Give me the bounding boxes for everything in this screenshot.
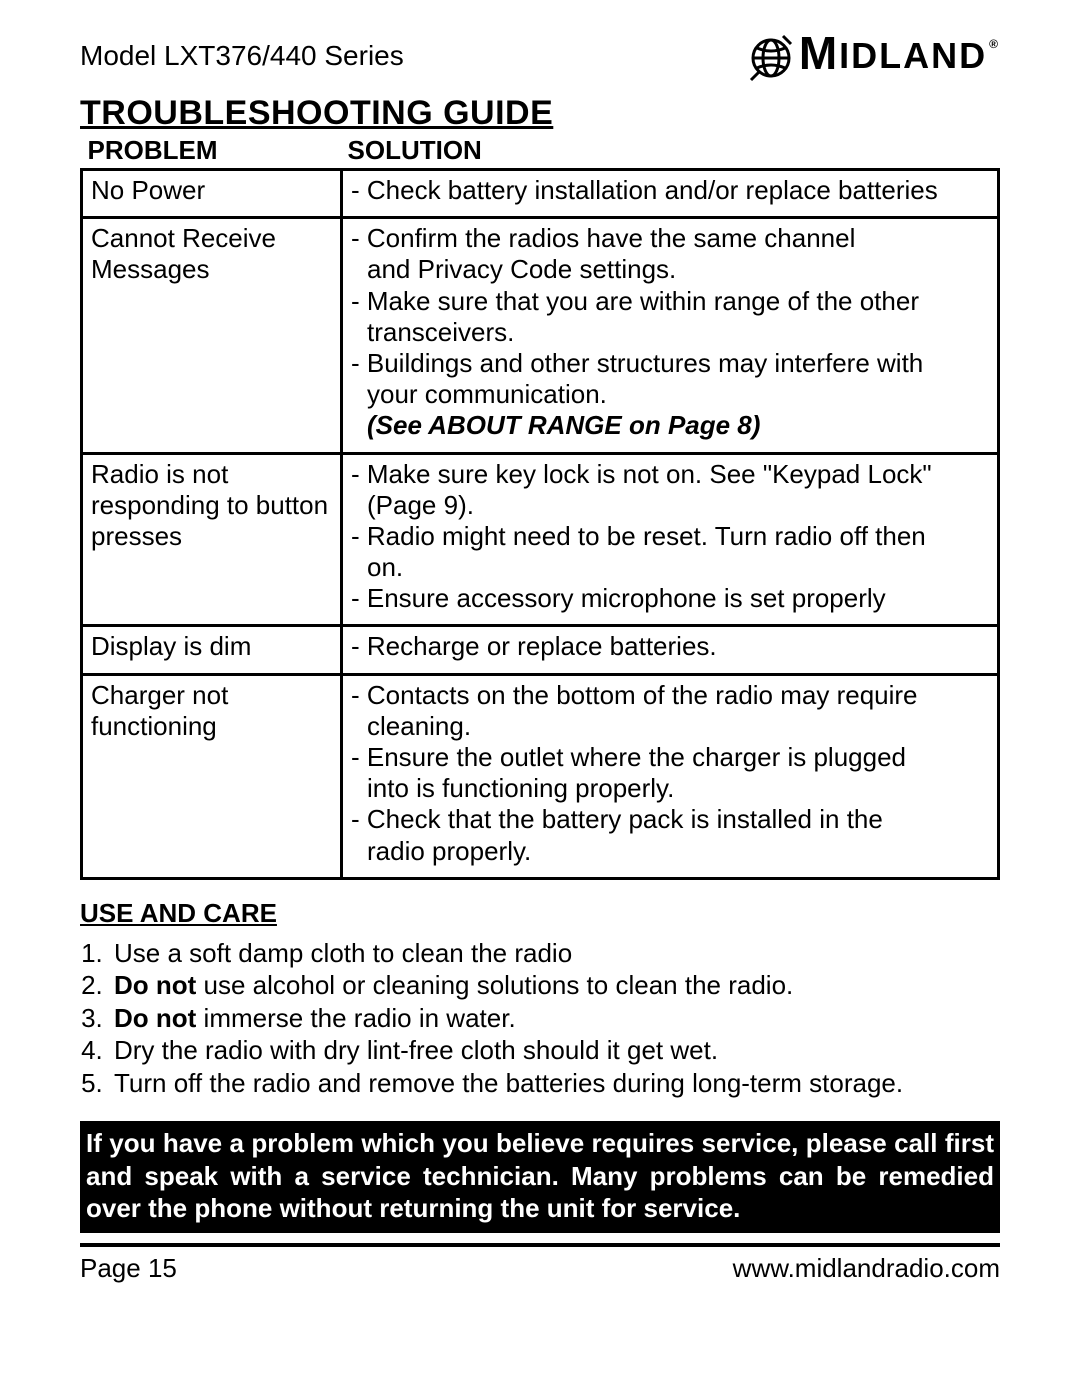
page-header: Model LXT376/440 Series MIDLAND®	[80, 28, 1000, 84]
solution-line: cleaning.	[351, 711, 989, 742]
list-item: Dry the radio with dry lint-free cloth s…	[110, 1034, 1000, 1067]
table-header-row: PROBLEM SOLUTION	[82, 133, 999, 170]
solution-line: - Ensure the outlet where the charger is…	[351, 742, 989, 773]
table-row: Charger not functioning - Contacts on th…	[82, 674, 999, 878]
problem-cell: Display is dim	[82, 626, 342, 674]
brand-rest: IDLAND	[839, 35, 987, 77]
brand-wordmark: MIDLAND®	[799, 35, 1000, 77]
list-text: Use a soft damp cloth to clean the radio	[114, 938, 572, 968]
list-item: Do not use alcohol or cleaning solutions…	[110, 969, 1000, 1002]
list-text: Turn off the radio and remove the batter…	[114, 1068, 903, 1098]
solution-line: - Check that the battery pack is install…	[351, 804, 989, 835]
col-header-problem: PROBLEM	[82, 133, 342, 170]
brand-first-letter: M	[799, 35, 839, 72]
problem-cell: Radio is not responding to button presse…	[82, 453, 342, 626]
solution-line: - Check battery installation and/or repl…	[351, 175, 989, 206]
manual-page: Model LXT376/440 Series MIDLAND®	[0, 0, 1080, 1397]
list-bold: Do not	[114, 1003, 196, 1033]
solution-cell: - Check battery installation and/or repl…	[342, 170, 999, 218]
solution-line: - Make sure key lock is not on. See "Key…	[351, 459, 989, 490]
list-text: immerse the radio in water.	[196, 1003, 515, 1033]
table-row: Cannot Receive Messages - Confirm the ra…	[82, 218, 999, 453]
page-footer: Page 15 www.midlandradio.com	[80, 1253, 1000, 1284]
solution-line-reference: (See ABOUT RANGE on Page 8)	[351, 410, 989, 441]
solution-line: - Make sure that you are within range of…	[351, 286, 989, 317]
list-bold: Do not	[114, 970, 196, 1000]
footer-url: www.midlandradio.com	[733, 1253, 1000, 1284]
solution-line: - Buildings and other structures may int…	[351, 348, 989, 379]
problem-cell: Cannot Receive Messages	[82, 218, 342, 453]
solution-line: on.	[351, 552, 989, 583]
solution-line: your communication.	[351, 379, 989, 410]
page-title: TROUBLESHOOTING GUIDE	[80, 94, 1000, 133]
solution-cell: - Confirm the radios have the same chann…	[342, 218, 999, 453]
solution-cell: - Recharge or replace batteries.	[342, 626, 999, 674]
solution-cell: - Make sure key lock is not on. See "Key…	[342, 453, 999, 626]
solution-line: - Recharge or replace batteries.	[351, 631, 989, 662]
solution-line: (Page 9).	[351, 490, 989, 521]
solution-line: - Ensure accessory microphone is set pro…	[351, 583, 989, 614]
use-and-care-heading: USE AND CARE	[80, 898, 1000, 929]
model-label: Model LXT376/440 Series	[80, 40, 404, 72]
problem-cell: Charger not functioning	[82, 674, 342, 878]
table-row: Radio is not responding to button presse…	[82, 453, 999, 626]
solution-line: - Confirm the radios have the same chann…	[351, 223, 989, 254]
list-text: use alcohol or cleaning solutions to cle…	[196, 970, 793, 1000]
solution-line: - Contacts on the bottom of the radio ma…	[351, 680, 989, 711]
table-row: No Power - Check battery installation an…	[82, 170, 999, 218]
table-body: No Power - Check battery installation an…	[82, 170, 999, 879]
troubleshooting-table: PROBLEM SOLUTION No Power - Check batter…	[80, 133, 1000, 880]
table-row: Display is dim - Recharge or replace bat…	[82, 626, 999, 674]
globe-icon	[743, 28, 799, 84]
brand-logo: MIDLAND®	[743, 28, 1000, 84]
col-header-solution: SOLUTION	[342, 133, 999, 170]
service-notice: If you have a problem which you believe …	[80, 1121, 1000, 1233]
solution-line: and Privacy Code settings.	[351, 254, 989, 285]
use-and-care-list: Use a soft damp cloth to clean the radio…	[80, 937, 1000, 1100]
solution-line: into is functioning properly.	[351, 773, 989, 804]
page-number: Page 15	[80, 1253, 177, 1284]
solution-cell: - Contacts on the bottom of the radio ma…	[342, 674, 999, 878]
solution-line: - Radio might need to be reset. Turn rad…	[351, 521, 989, 552]
footer-rule	[80, 1243, 1000, 1247]
problem-cell: No Power	[82, 170, 342, 218]
list-item: Turn off the radio and remove the batter…	[110, 1067, 1000, 1100]
solution-line: transceivers.	[351, 317, 989, 348]
list-item: Use a soft damp cloth to clean the radio	[110, 937, 1000, 970]
list-text: Dry the radio with dry lint-free cloth s…	[114, 1035, 718, 1065]
registered-mark: ®	[989, 37, 1000, 51]
solution-line: radio properly.	[351, 836, 989, 867]
list-item: Do not immerse the radio in water.	[110, 1002, 1000, 1035]
